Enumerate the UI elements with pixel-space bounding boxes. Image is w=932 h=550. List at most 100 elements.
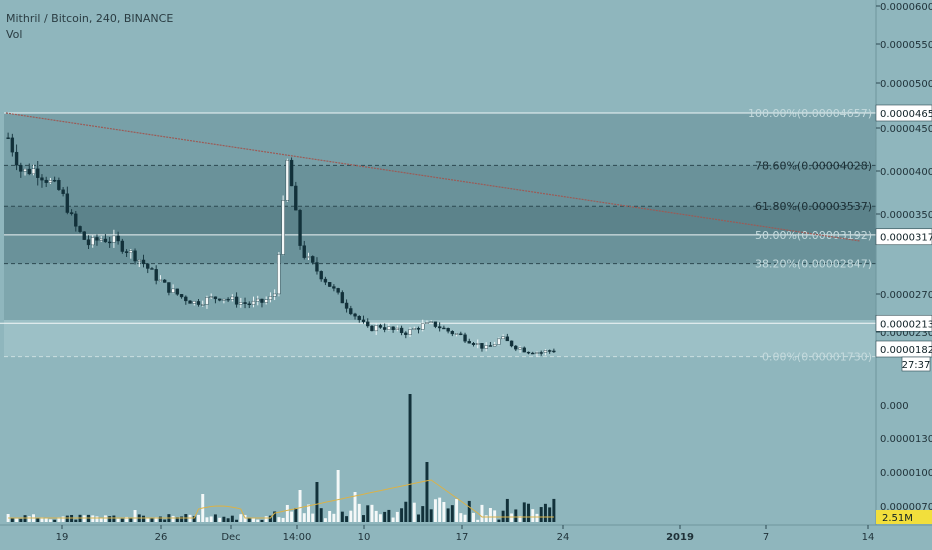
candle-body	[95, 237, 99, 241]
candle-body	[188, 300, 192, 304]
candle-body	[209, 296, 213, 298]
fib-label-0: 100.00%(0.00004657)	[748, 107, 872, 120]
price-tag-label: 0.00004657	[880, 109, 932, 120]
candle-body	[103, 238, 108, 243]
volume-bar	[158, 516, 162, 522]
volume-bar	[10, 518, 14, 522]
candle-body	[222, 298, 226, 301]
candle-body	[509, 340, 514, 347]
candle-body	[535, 352, 539, 354]
candle-body	[349, 308, 353, 315]
candle-body	[247, 303, 251, 306]
candle-body	[404, 332, 408, 335]
candle-body	[391, 326, 395, 331]
volume-bar	[463, 514, 467, 522]
candle-body	[268, 296, 273, 300]
volume-bar	[527, 503, 530, 522]
volume-bar	[48, 519, 52, 522]
fib-label-4: 38.20%(0.00002847)	[755, 258, 872, 271]
candle-body	[547, 350, 552, 352]
candle-body	[480, 343, 484, 349]
candle-body	[179, 294, 184, 298]
volume-bar	[264, 516, 268, 522]
price-axis-panel	[876, 0, 932, 550]
volume-bar	[484, 515, 488, 522]
volume-bar	[459, 513, 463, 522]
candle-body	[162, 279, 167, 283]
candle-body	[531, 352, 535, 355]
volume-bar	[235, 519, 239, 522]
time-tick-label: 14	[862, 532, 875, 543]
volume-bar	[298, 490, 302, 522]
candle-body	[382, 327, 387, 330]
candle-body	[395, 327, 400, 331]
candle-body	[205, 297, 209, 305]
volume-bar	[281, 517, 285, 522]
volume-bar	[273, 511, 277, 522]
volume-bar	[472, 512, 475, 522]
candle-body	[433, 321, 438, 327]
candle-body	[408, 329, 412, 335]
volume-bar	[340, 511, 344, 522]
volume-bar	[400, 508, 404, 522]
candle-body	[217, 298, 222, 301]
candle-body	[543, 350, 548, 353]
candle-body	[171, 288, 175, 293]
volume-bar	[146, 517, 150, 522]
candle-body	[446, 328, 450, 332]
volume-bar	[374, 510, 378, 522]
time-tick-label: 19	[56, 532, 69, 543]
volume-tick-label: 0.0000100	[880, 468, 932, 479]
time-tick-label: 7	[763, 532, 769, 543]
volume-bar	[548, 507, 552, 522]
candle-body	[40, 177, 44, 181]
candle-body	[23, 168, 27, 172]
candle-body	[184, 296, 188, 302]
candle-body	[74, 213, 78, 227]
candle-body	[467, 340, 471, 344]
candle-body	[158, 279, 163, 282]
volume-bar	[383, 511, 387, 522]
candle-body	[425, 322, 429, 324]
volume-bar	[260, 519, 264, 522]
volume-bar	[99, 518, 103, 522]
candle-body	[44, 179, 48, 183]
volume-bar	[57, 517, 61, 522]
candle-body	[14, 151, 19, 166]
candle-body	[36, 168, 40, 178]
candle-body	[277, 254, 281, 295]
candle-body	[526, 351, 531, 354]
volume-bar	[230, 515, 234, 522]
fib-zone-500-382	[4, 234, 876, 264]
volume-bar	[497, 519, 501, 522]
volume-bar	[370, 504, 374, 522]
candle-body	[416, 328, 421, 330]
volume-bar	[332, 513, 336, 522]
candle-body	[281, 200, 285, 255]
volume-bar	[429, 509, 433, 522]
candle-body	[285, 159, 290, 201]
symbol-title: Mithril / Bitcoin, 240, BINANCE	[6, 12, 174, 25]
time-tick-label: 26	[155, 532, 168, 543]
candle-body	[505, 336, 510, 342]
candle-body	[52, 179, 57, 182]
candle-body	[378, 325, 383, 328]
candle-body	[86, 239, 91, 246]
candle-body	[454, 333, 459, 335]
volume-bar	[476, 519, 480, 522]
volume-bar	[362, 515, 365, 522]
candle-body	[497, 338, 501, 345]
volume-bar	[150, 517, 154, 522]
volume-bar	[353, 492, 357, 522]
volume-bar	[336, 470, 340, 522]
volume-bar	[19, 518, 23, 522]
volume-bar	[488, 508, 492, 522]
volume-bar	[290, 511, 294, 522]
volume-bar	[74, 519, 78, 522]
candle-body	[471, 343, 476, 345]
candle-body	[442, 327, 446, 330]
candle-body	[421, 323, 425, 330]
time-tick-label: 2019	[666, 532, 694, 543]
candle-body	[91, 237, 95, 246]
